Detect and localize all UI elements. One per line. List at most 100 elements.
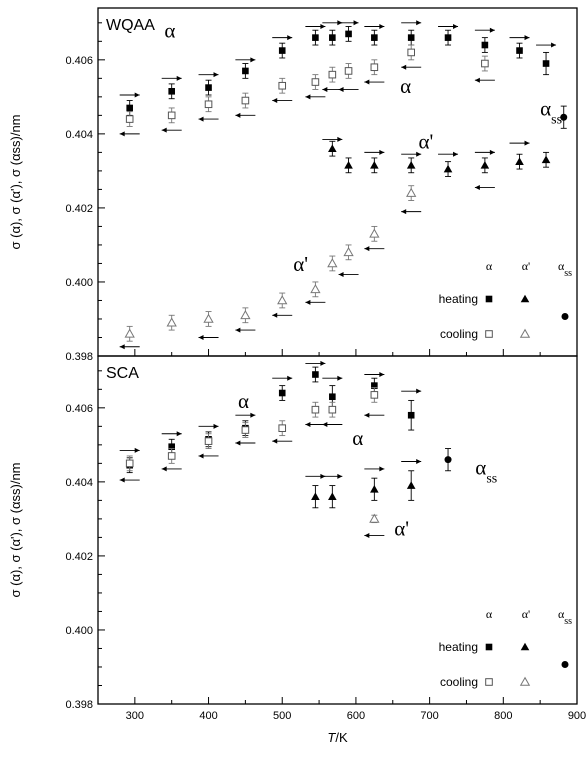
heating-arrow	[235, 57, 256, 63]
heating-arrow	[322, 375, 343, 381]
panel-wqaa: WQAA 0.398 0.400 0.402 0.404 0.406 σ (α), σ (α…	[8, 7, 578, 363]
data-point	[370, 161, 379, 169]
cooling-arrow	[235, 440, 256, 446]
data-point	[278, 47, 286, 54]
cooling-arrow	[198, 116, 219, 122]
heating-arrow	[438, 24, 459, 30]
heating-arrow	[401, 20, 422, 26]
heating-arrow	[364, 149, 385, 155]
data-point	[370, 484, 379, 493]
legend-column-head: αss	[558, 259, 572, 279]
data-point	[542, 60, 550, 67]
legend-row-label: heating	[439, 640, 478, 654]
cooling-arrow	[364, 533, 385, 539]
arrow-head	[337, 473, 343, 479]
arrow-head	[213, 72, 219, 78]
data-point	[329, 393, 336, 401]
arrow-head	[320, 360, 326, 366]
cooling-arrow	[338, 272, 359, 278]
data-point	[371, 34, 378, 41]
arrow-head	[272, 312, 278, 318]
cooling-arrow	[272, 438, 293, 444]
phase-annotation: αss	[475, 455, 497, 486]
arrow-head	[320, 24, 326, 30]
x-tick-label: 500	[273, 710, 291, 722]
data-point	[480, 161, 490, 169]
arrow-head	[338, 86, 344, 92]
phase-annotation-subscript: ss	[486, 471, 497, 486]
data-point	[406, 187, 417, 197]
cooling-arrow	[272, 312, 293, 318]
legend-row-label: cooling	[440, 327, 478, 341]
data-point	[561, 313, 569, 320]
arrow-head	[551, 42, 557, 48]
cooling-arrow	[322, 421, 343, 427]
arrow-head	[379, 149, 385, 155]
series-triangle-open	[369, 513, 380, 524]
data-point	[520, 642, 530, 651]
data-point	[168, 443, 175, 451]
data-point	[242, 67, 249, 75]
data-point	[443, 164, 453, 173]
arrow-head	[489, 149, 495, 155]
y-tick-label: 0.406	[65, 403, 93, 415]
data-point	[278, 424, 287, 432]
legend-column-head: α'	[522, 259, 530, 273]
data-point	[371, 382, 378, 389]
arrow-head	[379, 466, 385, 472]
data-point	[344, 161, 353, 169]
arrow-head	[119, 344, 125, 350]
arrow-head	[322, 421, 328, 427]
series-square-open	[125, 44, 489, 127]
legend: α α' αss heating cooling	[439, 607, 573, 689]
arrow-head	[489, 27, 495, 33]
arrow-head	[416, 20, 422, 26]
arrow-head	[364, 79, 370, 85]
cooling-arrow	[119, 131, 140, 137]
y-tick-label: 0.404	[65, 477, 93, 489]
cooling-arrow	[198, 453, 219, 459]
arrow-head	[134, 447, 140, 453]
heating-arrow	[509, 140, 530, 146]
arrow-head	[364, 246, 370, 252]
cooling-arrow	[305, 94, 326, 100]
heating-arrow	[322, 473, 343, 479]
series-square-filled	[126, 26, 550, 116]
heating-arrow	[198, 72, 219, 78]
cooling-arrow	[474, 185, 495, 191]
data-point	[515, 157, 524, 165]
arrow-head	[198, 453, 204, 459]
data-point	[407, 34, 415, 41]
cooling-arrow	[474, 77, 495, 83]
arrow-head	[401, 209, 407, 215]
arrow-head	[213, 423, 219, 429]
arrow-head	[287, 35, 293, 41]
phase-annotation: α'	[293, 252, 308, 276]
panel-sca: SCA 0.398 0.400 0.402 0.404 0.406 σ (α), σ (α'…	[8, 355, 578, 711]
heating-arrow	[119, 447, 140, 453]
y-tick-label: 0.400	[65, 277, 93, 289]
arrow-head	[272, 438, 278, 444]
heating-arrow	[401, 151, 422, 157]
cooling-arrow	[364, 79, 385, 85]
arrow-head	[272, 98, 278, 104]
plot-frame	[97, 355, 578, 705]
cooling-arrow	[198, 334, 219, 340]
arrow-head	[379, 372, 385, 378]
arrow-head	[235, 327, 241, 333]
legend: α α' αss heating cooling	[439, 259, 573, 341]
heating-arrow	[235, 412, 256, 418]
cooling-arrow	[272, 98, 293, 104]
heating-arrow	[161, 75, 182, 81]
arrow-head	[416, 459, 422, 465]
cooling-arrow	[305, 299, 326, 305]
y-tick-label: 0.402	[65, 203, 93, 215]
legend-head-subscript: ss	[564, 616, 572, 627]
data-point	[520, 294, 530, 303]
data-point	[519, 676, 531, 686]
data-point	[277, 295, 288, 305]
y-tick-label: 0.404	[65, 129, 93, 141]
x-tick-label: 300	[126, 710, 144, 722]
x-tick-label: 700	[420, 710, 438, 722]
